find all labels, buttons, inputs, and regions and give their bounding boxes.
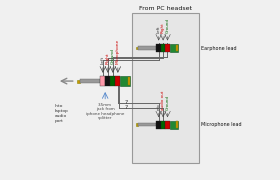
Bar	[80, 79, 100, 83]
Bar	[161, 121, 165, 129]
Bar	[77, 80, 80, 83]
Bar	[136, 47, 138, 49]
Bar	[170, 44, 178, 52]
Text: 3.5mm
jack from
iphone headphone
splitter: 3.5mm jack from iphone headphone splitte…	[86, 102, 124, 120]
Bar	[170, 121, 178, 129]
Bar	[176, 121, 178, 128]
Text: mic: mic	[157, 102, 161, 110]
Bar	[110, 76, 115, 86]
Text: From PC headset: From PC headset	[139, 6, 192, 11]
Text: Ground: Ground	[165, 95, 169, 110]
Text: Right: Right	[161, 22, 165, 33]
Text: Ground: Ground	[111, 48, 115, 64]
Bar	[138, 46, 157, 50]
Text: audio out: audio out	[161, 90, 165, 110]
Text: Left: Left	[157, 25, 161, 33]
Text: Earphone lead: Earphone lead	[201, 46, 236, 51]
Bar	[176, 45, 178, 51]
Bar	[105, 76, 110, 86]
Bar	[165, 121, 170, 129]
Bar	[138, 123, 157, 126]
Bar	[161, 44, 165, 52]
Bar	[100, 76, 105, 86]
Text: ?: ?	[125, 105, 128, 110]
Bar	[157, 44, 161, 52]
Bar	[132, 13, 199, 163]
Text: Ground: Ground	[165, 18, 169, 33]
Text: ?: ?	[125, 100, 128, 105]
Text: Left: Left	[101, 56, 105, 64]
Text: Microphone: Microphone	[116, 39, 120, 64]
Bar	[128, 77, 130, 85]
Text: Microphone lead: Microphone lead	[201, 122, 241, 127]
Text: Into
laptop
audio
port: Into laptop audio port	[54, 104, 68, 123]
Bar	[115, 76, 120, 86]
Bar	[136, 123, 138, 126]
Text: Right: Right	[106, 53, 110, 64]
Bar	[165, 44, 170, 52]
Bar	[157, 121, 161, 129]
Bar	[120, 76, 130, 86]
